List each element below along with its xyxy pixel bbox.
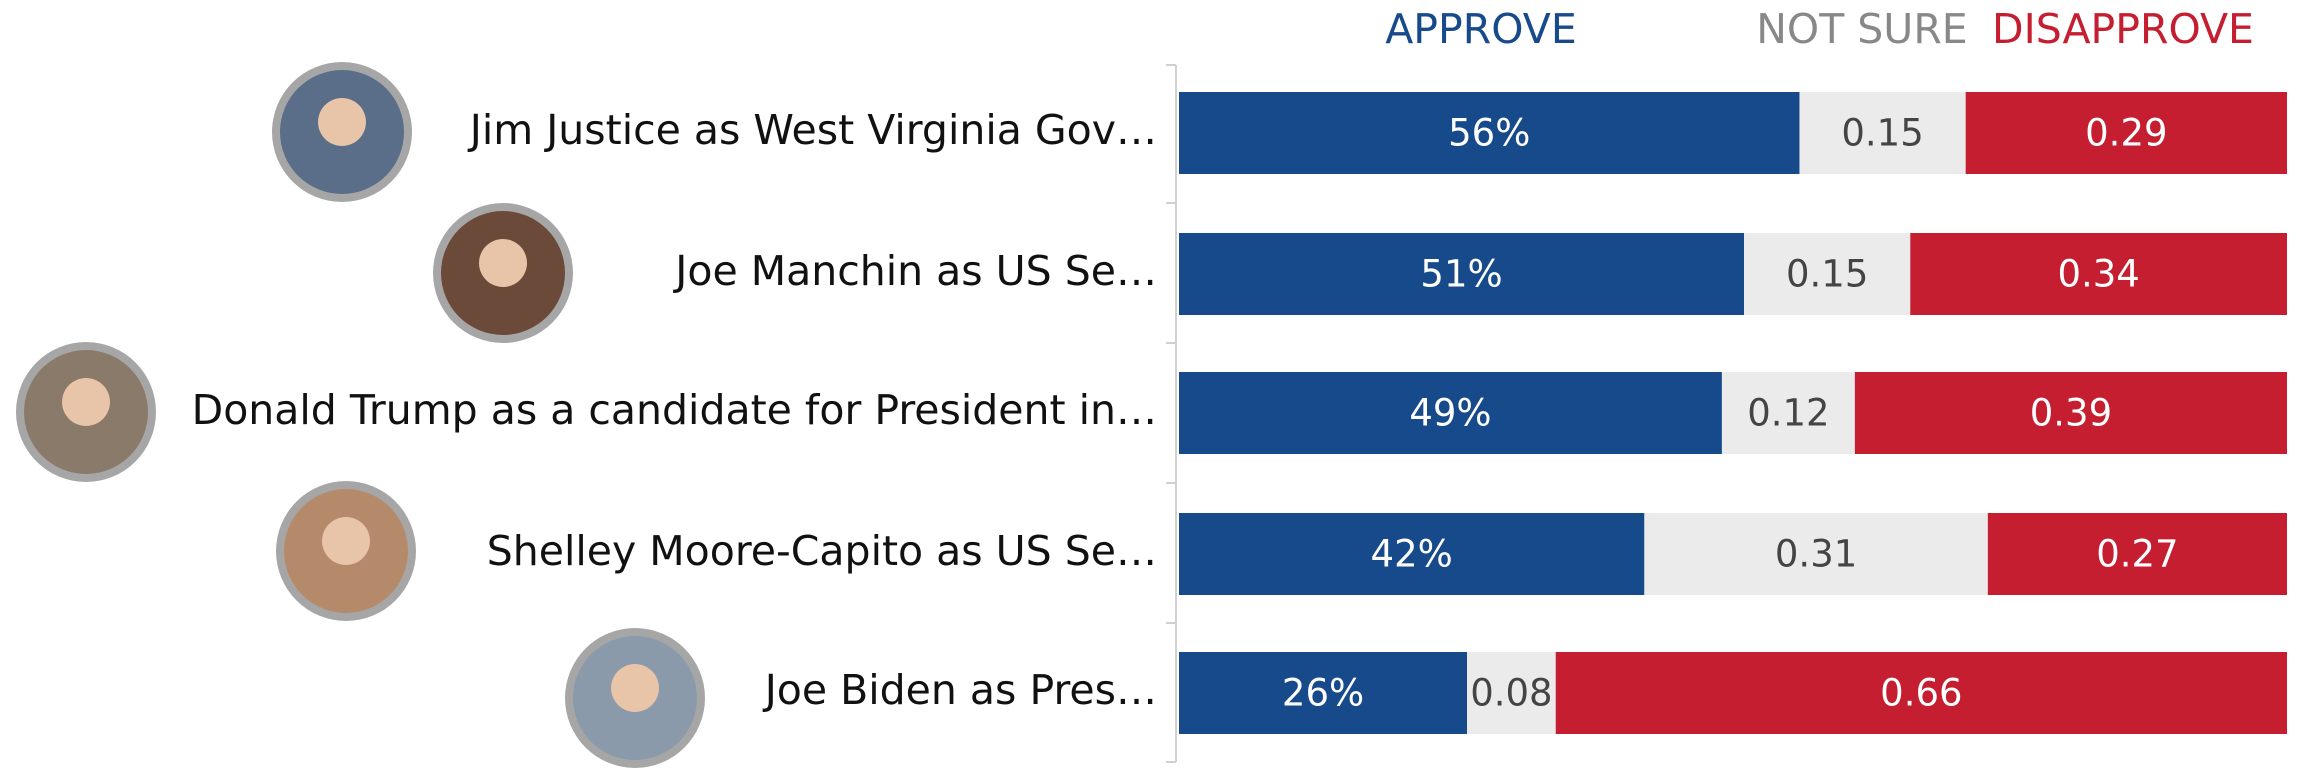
- bar-segment: [1179, 513, 1645, 595]
- value-label: 56%: [1448, 112, 1530, 155]
- category-label: Shelley Moore-Capito as US Se…: [487, 527, 1157, 575]
- avatar-face: [322, 517, 370, 565]
- bar-segment: [1467, 652, 1556, 734]
- bar-segment: [1987, 513, 2287, 595]
- value-label: 0.08: [1470, 672, 1552, 715]
- bar-segment: [1965, 92, 2287, 174]
- bar-segment: [1854, 372, 2287, 454]
- value-label: 49%: [1409, 392, 1491, 435]
- value-label: 0.29: [2085, 112, 2167, 155]
- bar-segment: [1799, 92, 1966, 174]
- value-label: 0.34: [2057, 253, 2139, 296]
- avatar-face: [479, 239, 527, 287]
- bar-segment: [1744, 233, 1911, 315]
- avatar-face: [62, 378, 110, 426]
- value-label: 0.66: [1880, 672, 1962, 715]
- value-label: 26%: [1282, 672, 1364, 715]
- value-label: 42%: [1371, 533, 1453, 576]
- category-label: Joe Manchin as US Se…: [672, 247, 1157, 295]
- category-label: Joe Biden as Pres…: [762, 666, 1157, 714]
- legend-label: APPROVE: [1385, 5, 1577, 53]
- value-label: 0.15: [1786, 253, 1868, 296]
- bar-segment: [1555, 652, 2287, 734]
- value-label: 0.15: [1841, 112, 1923, 155]
- bar-segment: [1179, 92, 1800, 174]
- avatar-face: [318, 98, 366, 146]
- bar-segment: [1910, 233, 2287, 315]
- value-label: 0.12: [1747, 392, 1829, 435]
- bar-segment: [1644, 513, 1988, 595]
- category-label: Donald Trump as a candidate for Presiden…: [192, 386, 1157, 434]
- bar-segment: [1179, 372, 1722, 454]
- bar-segment: [1179, 652, 1468, 734]
- value-label: 0.31: [1775, 533, 1857, 576]
- value-label: 51%: [1420, 253, 1502, 296]
- avatar-face: [611, 664, 659, 712]
- bar-segment: [1721, 372, 1855, 454]
- legend-label: DISAPPROVE: [1992, 5, 2254, 53]
- bar-segment: [1179, 233, 1745, 315]
- category-label: Jim Justice as West Virginia Gov…: [467, 106, 1157, 154]
- value-label: 0.27: [2096, 533, 2178, 576]
- value-label: 0.39: [2030, 392, 2112, 435]
- legend-label: NOT SURE: [1756, 5, 1967, 53]
